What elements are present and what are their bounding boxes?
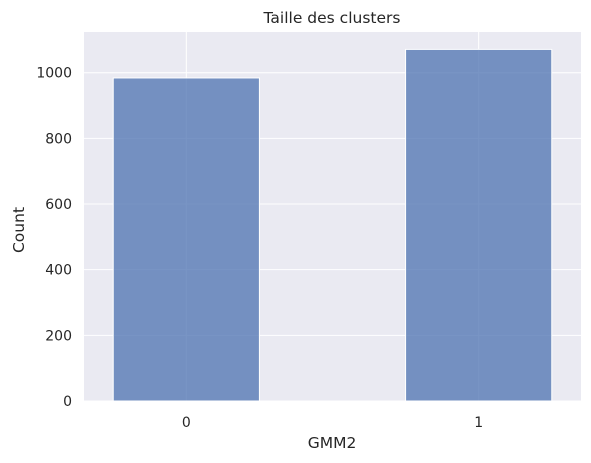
y-tick-label: 200 (45, 328, 72, 344)
y-axis-label: Count (10, 207, 28, 253)
y-tick-label: 0 (63, 394, 72, 410)
x-axis-label: GMM2 (308, 434, 357, 452)
bar-0 (112, 77, 260, 402)
x-tick-label: 1 (474, 415, 483, 431)
y-tick-label: 600 (45, 197, 72, 213)
x-tick-label: 0 (182, 415, 191, 431)
bar-1 (405, 48, 553, 402)
y-tick-label: 400 (45, 263, 72, 279)
bars (112, 48, 553, 402)
y-tick-label: 1000 (36, 66, 72, 82)
chart-title: Taille des clusters (263, 9, 401, 27)
y-tick-label: 800 (45, 131, 72, 147)
y-axis-ticks: 0 200 400 600 800 1000 (36, 66, 72, 410)
